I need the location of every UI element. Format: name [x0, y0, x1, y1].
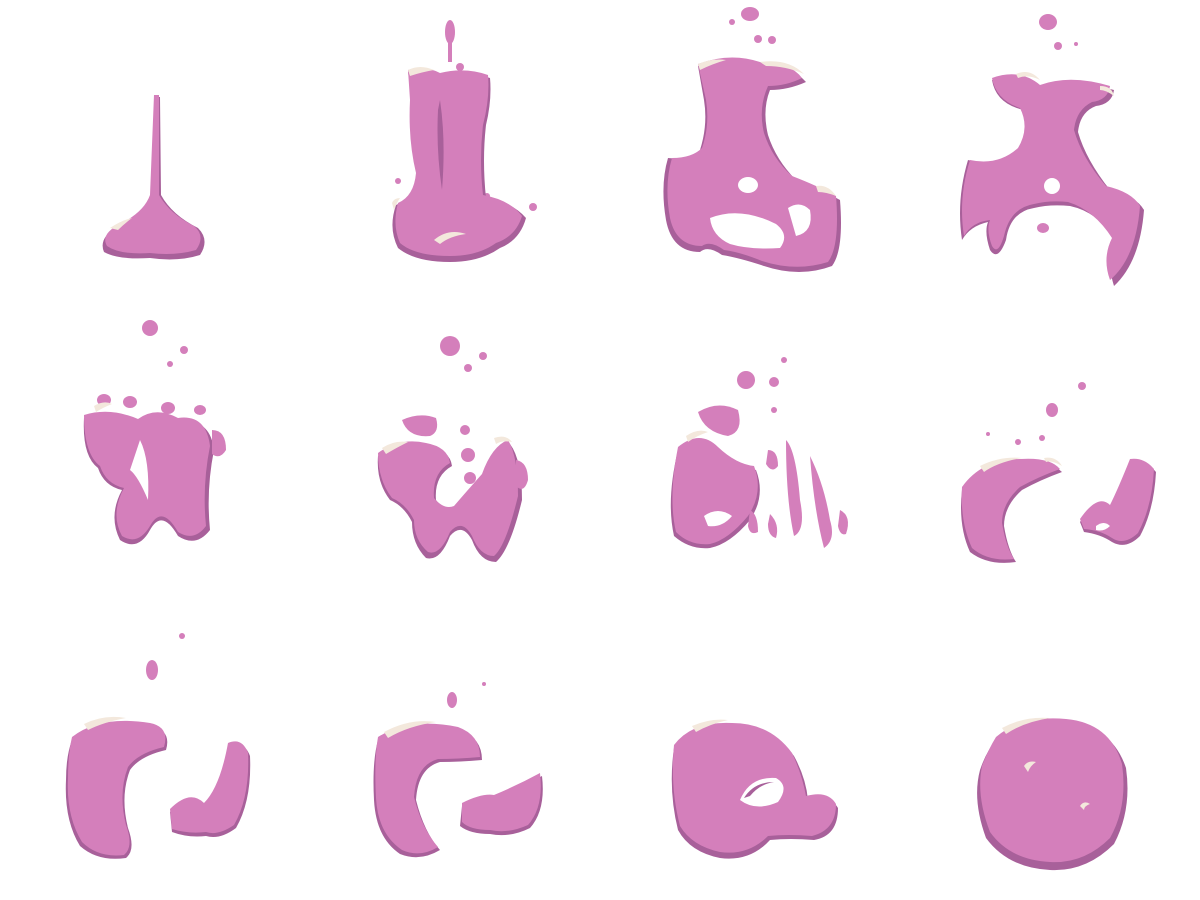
frame-6-fragments — [300, 300, 600, 600]
frame-9-regroup — [0, 600, 300, 900]
frame-5-break-apart — [0, 300, 300, 600]
frame-7-scatter — [600, 300, 900, 600]
frame-11-blob-with-hole — [600, 600, 900, 900]
frame-3-column-burst — [600, 0, 900, 300]
frame-1-drip-stream — [0, 0, 300, 300]
frame-4-column-spread — [900, 0, 1200, 300]
frame-8-two-pieces — [900, 300, 1200, 600]
frame-2-column-splash — [300, 0, 600, 300]
frame-10-merge — [300, 600, 600, 900]
frame-12-round-blob — [900, 600, 1200, 900]
